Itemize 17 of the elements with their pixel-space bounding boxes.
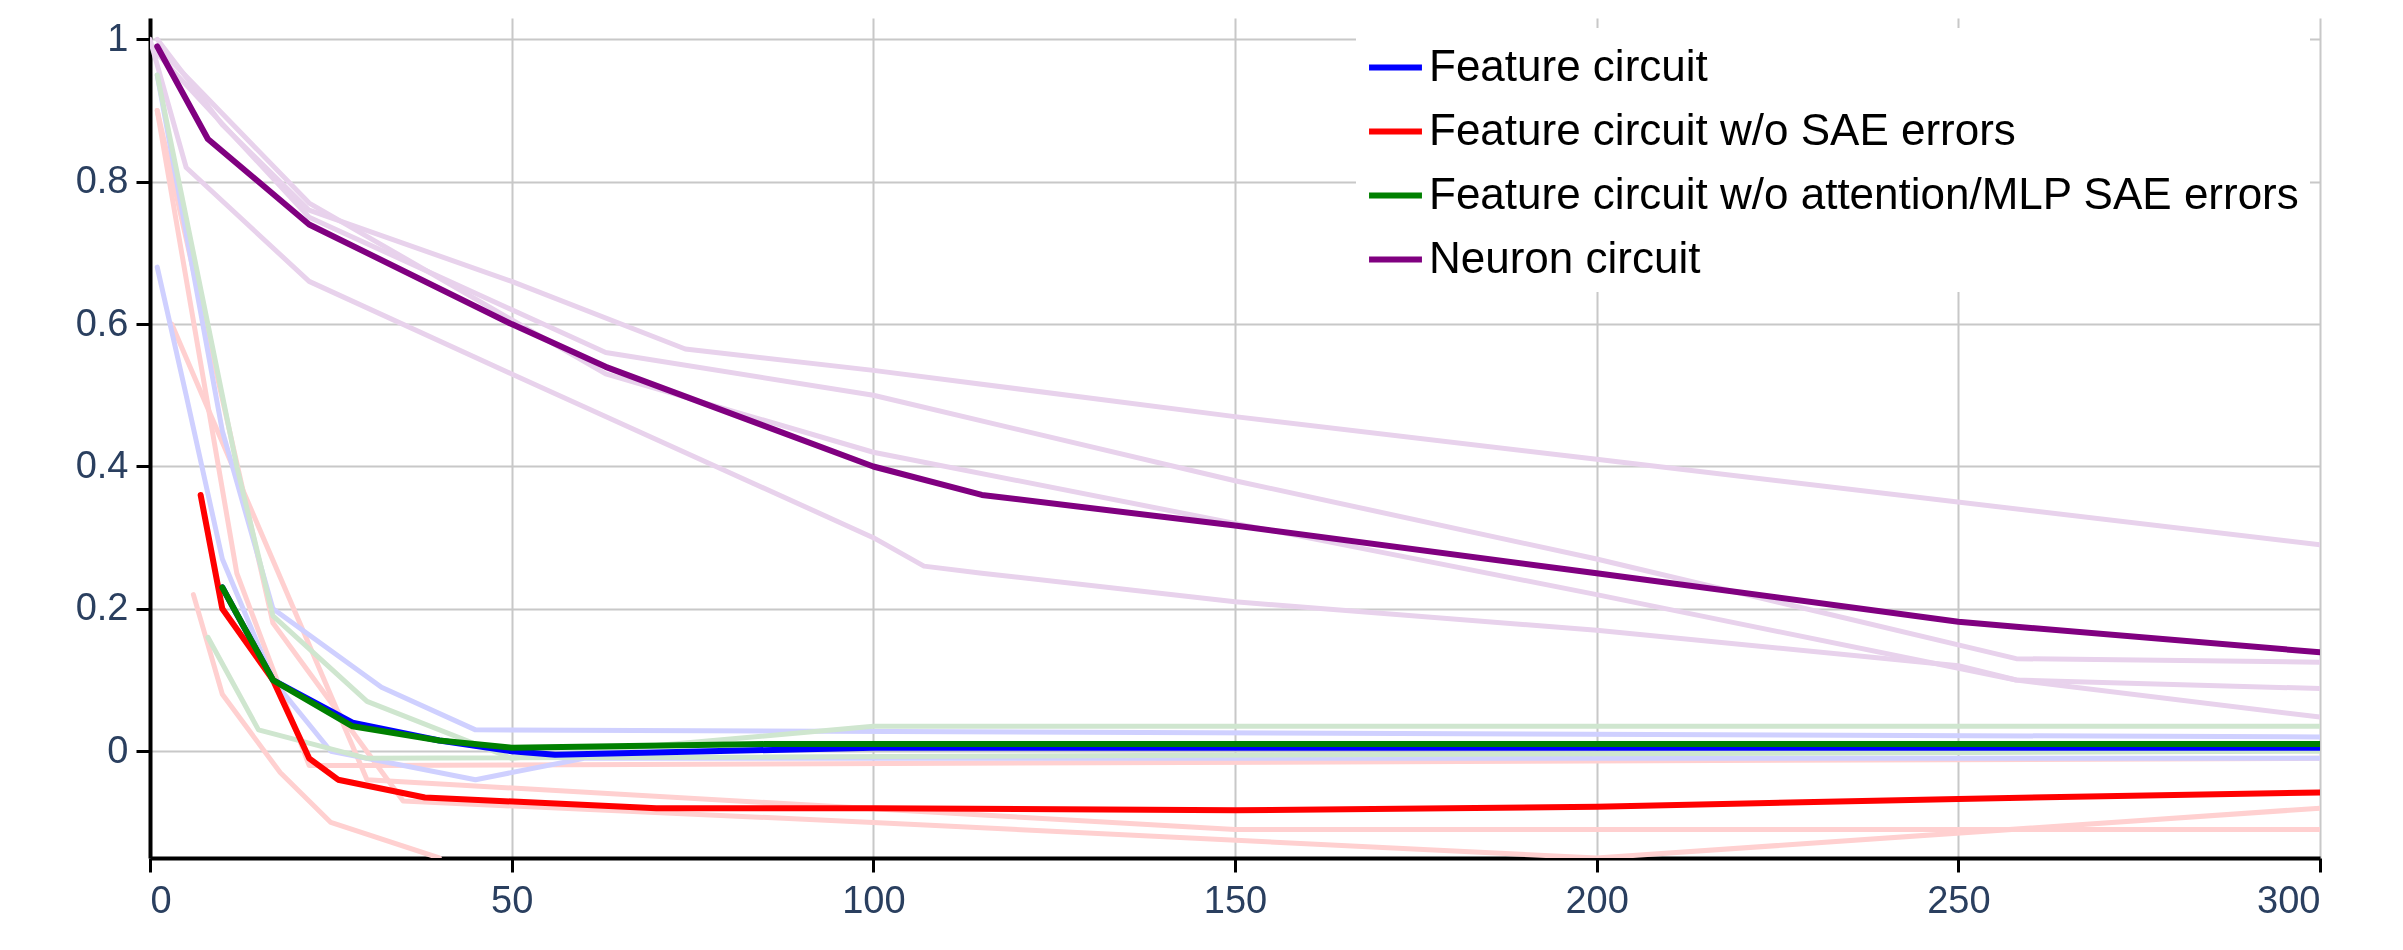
legend-label: Feature circuit (1429, 40, 1708, 90)
x-tick-label: 150 (1203, 878, 1268, 921)
x-tick-label: 0 (150, 878, 172, 921)
x-tick-label: 200 (1565, 878, 1629, 921)
legend-label: Feature circuit w/o SAE errors (1429, 104, 2016, 154)
y-tick-label: 0.2 (75, 586, 129, 629)
x-tick-label: 50 (491, 878, 534, 921)
x-tick-label: 300 (2257, 878, 2321, 921)
x-tick-label: 100 (842, 878, 906, 921)
legend-label: Neuron circuit (1429, 232, 1701, 282)
y-tick-label: 0.4 (75, 443, 129, 486)
y-tick-label: 0.8 (75, 159, 129, 202)
y-tick-label: 0 (107, 728, 129, 771)
x-tick-label: 250 (1927, 878, 1991, 921)
y-tick-label: 1 (107, 16, 129, 59)
y-tick-label: 0.6 (75, 301, 129, 344)
legend-label: Feature circuit w/o attention/MLP SAE errors (1429, 168, 2299, 218)
